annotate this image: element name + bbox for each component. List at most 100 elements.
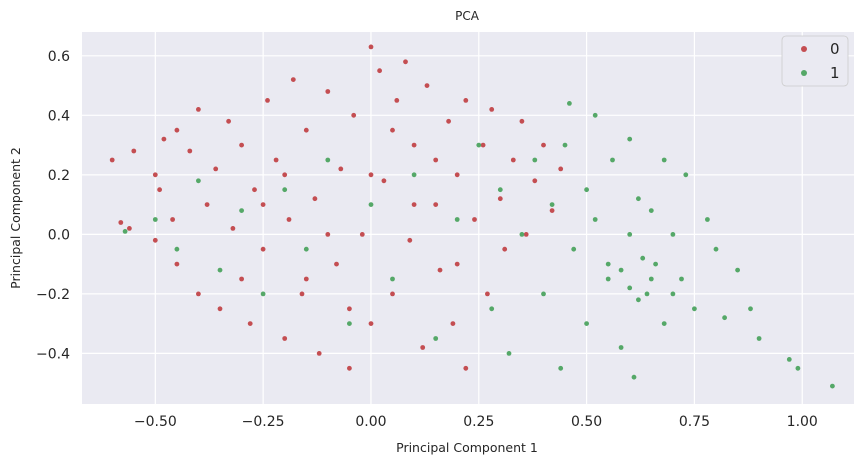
y-tick-label: 0.6 — [48, 49, 70, 65]
legend: 0 1 — [781, 35, 849, 87]
data-point — [584, 321, 589, 326]
data-point — [247, 321, 253, 326]
data-point — [390, 291, 395, 297]
data-point — [627, 136, 633, 142]
data-point — [390, 127, 395, 133]
data-point — [541, 291, 546, 297]
data-point — [325, 89, 331, 94]
y-tick-label: −0.2 — [36, 287, 70, 303]
data-point — [368, 172, 374, 178]
data-point — [433, 336, 439, 341]
data-point — [347, 321, 352, 326]
data-point — [204, 202, 210, 208]
data-point — [735, 267, 740, 273]
data-point — [558, 365, 564, 371]
data-point — [683, 172, 689, 178]
data-point — [661, 157, 667, 163]
series-1 — [122, 101, 835, 389]
data-point — [472, 217, 477, 222]
data-point — [252, 187, 257, 193]
points — [109, 44, 835, 389]
data-point — [152, 237, 158, 243]
data-point — [359, 232, 365, 237]
data-point — [303, 127, 309, 133]
data-point — [786, 357, 792, 362]
data-point — [260, 246, 266, 252]
data-point — [558, 166, 564, 172]
data-point — [549, 208, 555, 214]
data-point — [377, 68, 382, 74]
data-point — [152, 217, 158, 222]
data-point — [523, 232, 529, 237]
data-point — [748, 306, 753, 312]
data-point — [394, 98, 400, 103]
data-point — [446, 118, 451, 124]
data-point — [450, 321, 456, 326]
data-point — [571, 246, 577, 252]
data-point — [636, 196, 641, 202]
data-point — [213, 166, 219, 172]
data-point — [605, 276, 611, 282]
legend-label-0: 0 — [830, 40, 840, 58]
data-point — [196, 291, 201, 297]
data-point — [636, 297, 641, 303]
x-tick-label: 0.25 — [463, 414, 494, 430]
data-point — [605, 261, 611, 267]
data-point — [795, 365, 801, 371]
data-point — [381, 178, 387, 184]
data-point — [290, 77, 296, 82]
data-point — [476, 142, 482, 148]
data-point — [368, 321, 374, 326]
data-point — [648, 276, 654, 282]
data-point — [480, 142, 486, 148]
data-point — [217, 306, 223, 312]
data-point — [230, 226, 236, 231]
data-point — [506, 351, 512, 356]
data-point — [273, 157, 279, 163]
y-tick-label: 0.2 — [48, 168, 70, 184]
data-point — [502, 246, 508, 252]
data-point — [265, 98, 270, 103]
data-point — [411, 142, 417, 148]
data-point — [433, 202, 439, 208]
data-point — [640, 255, 646, 261]
data-point — [463, 98, 469, 103]
data-point — [282, 336, 288, 341]
y-tick-label: 0.4 — [48, 108, 70, 124]
data-point — [722, 315, 727, 321]
data-point — [541, 142, 546, 148]
data-point — [325, 232, 331, 237]
data-point — [411, 202, 417, 208]
x-tick-label: −0.50 — [134, 414, 177, 430]
data-point — [239, 276, 245, 282]
data-point — [679, 276, 684, 282]
data-point — [692, 306, 697, 312]
data-point — [756, 336, 762, 341]
data-point — [299, 291, 305, 297]
data-point — [122, 229, 128, 234]
data-point — [170, 217, 176, 222]
data-point — [282, 172, 288, 178]
data-point — [562, 142, 568, 148]
data-point — [532, 157, 538, 163]
data-point — [109, 157, 115, 163]
data-point — [670, 291, 676, 297]
data-point — [454, 172, 460, 178]
x-tick-label: 0.75 — [679, 414, 710, 430]
data-point — [338, 166, 344, 172]
y-tick-label: −0.4 — [36, 346, 70, 362]
data-point — [368, 44, 374, 50]
data-point — [118, 220, 124, 225]
data-point — [648, 208, 654, 214]
data-point — [407, 237, 413, 243]
data-point — [653, 261, 658, 267]
data-point — [347, 306, 352, 312]
legend-box — [781, 35, 849, 87]
data-point — [420, 345, 426, 350]
data-point — [334, 261, 339, 267]
data-point — [433, 157, 439, 163]
grid — [82, 32, 854, 404]
legend-marker-1 — [801, 70, 807, 76]
data-point — [437, 267, 443, 273]
